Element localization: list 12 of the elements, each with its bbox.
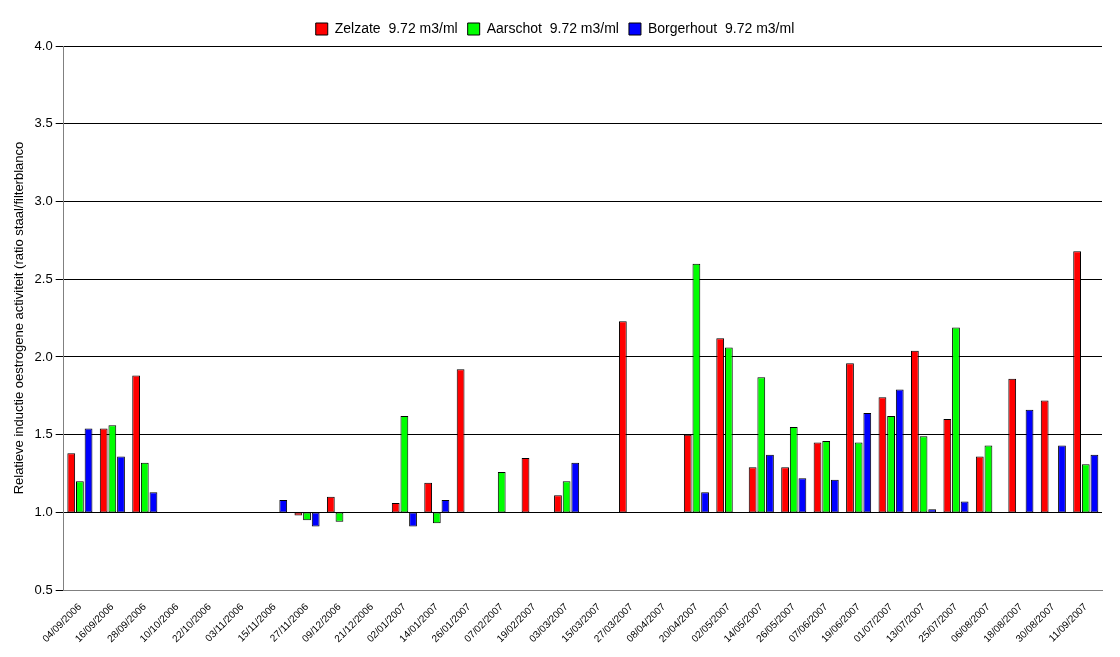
legend-label: Borgerhout 9.72 m3/ml — [647, 19, 795, 36]
y-tick-label: 3.0 — [34, 193, 53, 209]
legend-label: Aarschot 9.72 m3/ml — [486, 19, 619, 36]
y-tick-label: 3.5 — [34, 115, 53, 131]
legend-label: Zelzate 9.72 m3/ml — [334, 19, 458, 36]
y-tick-label: 1.0 — [34, 503, 53, 519]
y-axis-title: Relatieve inductie oestrogene activiteit (ratio staal/filterblanco — [11, 141, 27, 495]
y-tick-label: 2.5 — [34, 270, 53, 286]
y-tick-label: 1.5 — [34, 426, 53, 442]
y-tick-label: 2.0 — [34, 348, 53, 364]
y-tick-label: 4.0 — [34, 37, 53, 53]
y-tick-label: 0.5 — [34, 581, 53, 597]
